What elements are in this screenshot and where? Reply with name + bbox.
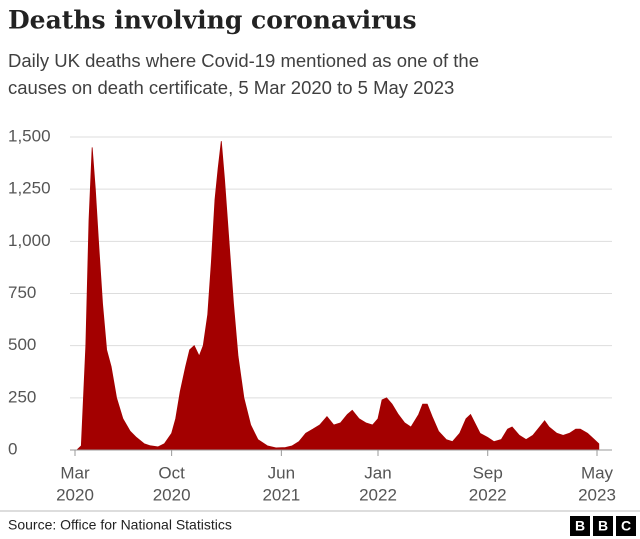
chart-subtitle: causes on death certificate, 5 Mar 2020 … xyxy=(8,77,454,98)
y-tick-label: 0 xyxy=(8,439,17,458)
x-tick-year: 2022 xyxy=(469,485,507,504)
area xyxy=(75,141,600,451)
x-tick-label: May xyxy=(581,463,614,482)
y-tick-label: 1,250 xyxy=(8,179,51,198)
chart-subtitle: Daily UK deaths where Covid-19 mentioned… xyxy=(8,50,479,71)
x-tick-label: Mar xyxy=(60,463,90,482)
logo-box xyxy=(616,516,636,536)
chart-title: Deaths involving coronavirus xyxy=(8,6,417,35)
y-tick-label: 500 xyxy=(8,335,36,354)
x-tick-label: Oct xyxy=(158,463,185,482)
x-tick-label: Jun xyxy=(268,463,295,482)
y-tick-label: 1,500 xyxy=(8,126,51,145)
x-tick-label: Sep xyxy=(473,463,503,482)
logo-letter: B xyxy=(575,518,585,534)
x-tick-year: 2020 xyxy=(153,485,191,504)
x-tick-year: 2023 xyxy=(578,485,616,504)
x-tick-label: Jan xyxy=(364,463,391,482)
y-tick-label: 1,000 xyxy=(8,231,51,250)
y-tick-label: 750 xyxy=(8,283,36,302)
logo-box xyxy=(570,516,590,536)
logo-letter: B xyxy=(598,518,608,534)
logo-letter: C xyxy=(621,518,631,534)
x-tick-year: 2021 xyxy=(262,485,300,504)
source: Source: Office for National Statistics xyxy=(8,517,232,533)
x-tick-year: 2020 xyxy=(56,485,94,504)
y-tick-label: 250 xyxy=(8,387,36,406)
logo-box xyxy=(593,516,613,536)
x-tick-year: 2022 xyxy=(359,485,397,504)
